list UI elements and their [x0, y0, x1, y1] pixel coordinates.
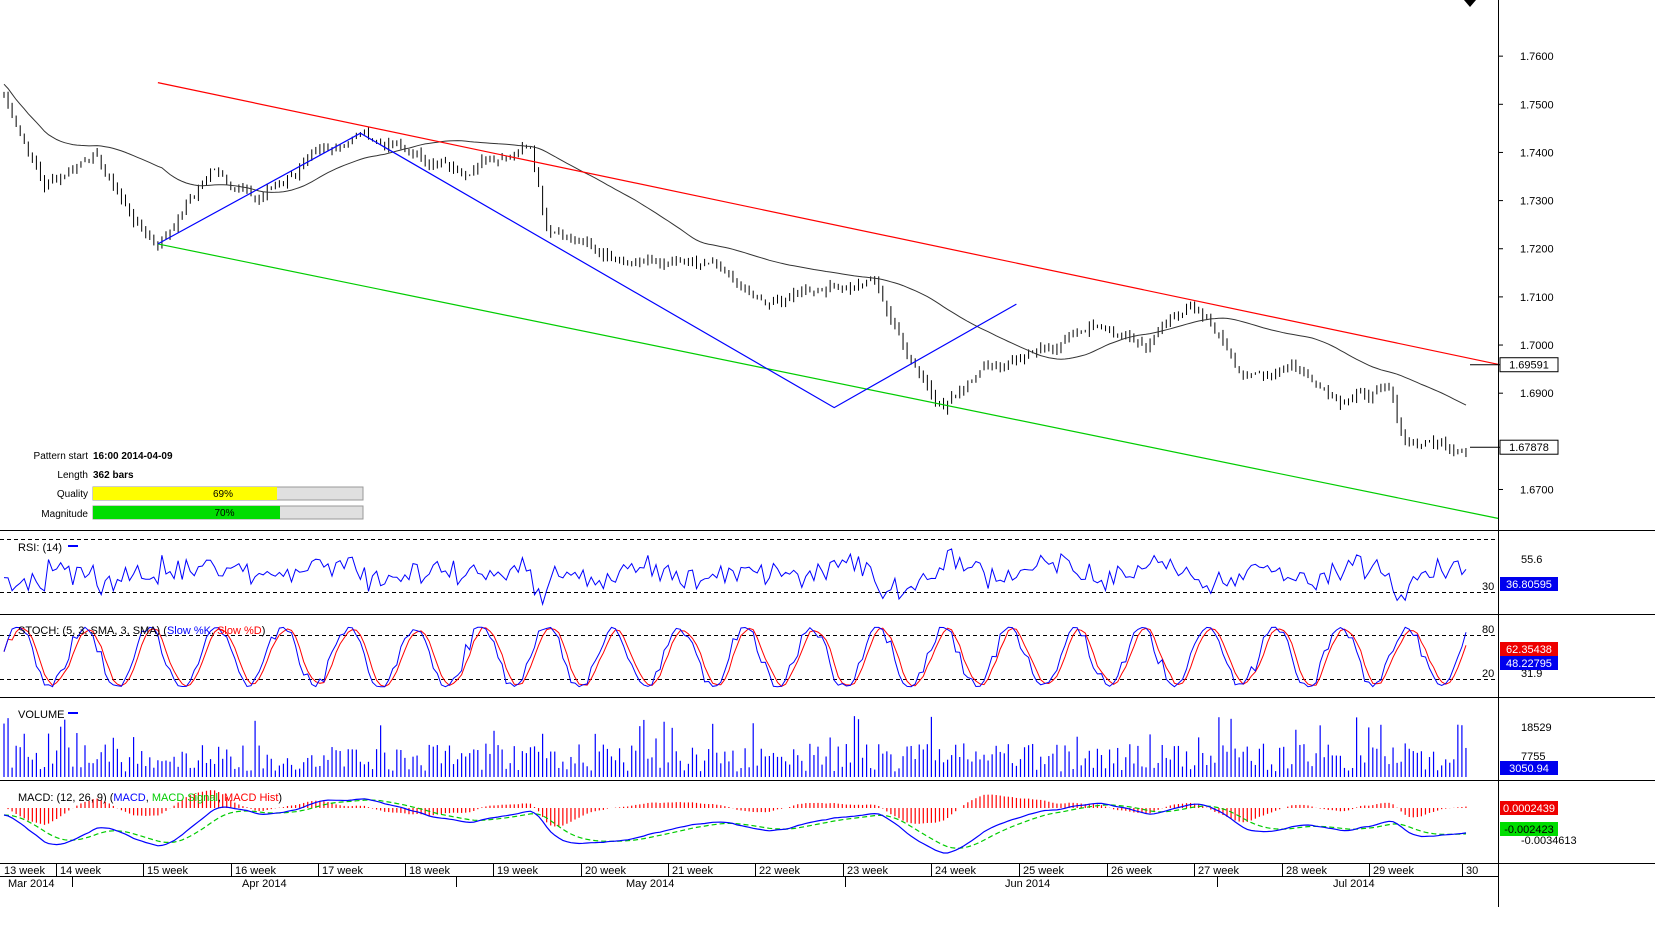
- rsi-value-badge: [1500, 577, 1558, 591]
- week-label: 23 week: [847, 865, 888, 877]
- rsi-line: [3, 548, 1467, 607]
- volume-title: VOLUME: [18, 709, 64, 721]
- stoch-title: STOCH: (5, 3, SMA, 3, SMA) (Slow %K, Slo…: [18, 625, 265, 637]
- stoch-tick-31: 31.9: [1521, 668, 1542, 680]
- week-label: 17 week: [322, 865, 363, 877]
- macd-negative-badge: [1500, 822, 1558, 836]
- length-label: Length: [57, 470, 88, 481]
- week-label: 14 week: [60, 865, 101, 877]
- week-label: 21 week: [672, 865, 713, 877]
- stoch-d-badge-text: 48.22795: [1506, 658, 1552, 670]
- stoch-slow-d-line: [3, 627, 1467, 688]
- volume-bars: [3, 716, 1467, 777]
- volume-tick-18529: 18529: [1521, 722, 1552, 734]
- week-label: 29 week: [1373, 865, 1414, 877]
- week-label: 25 week: [1023, 865, 1064, 877]
- price-axis-ticks: 1.7600 1.7500 1.7400 1.7300 1.7200 1.7100 1.70…: [1498, 51, 1554, 496]
- price-panel: 1.7600 1.7500 1.7400 1.7300 1.7200 1.7100 1.70…: [3, 0, 1559, 520]
- stoch-tick-20: 20: [1482, 668, 1494, 680]
- week-label: 22 week: [759, 865, 800, 877]
- quality-bar-fill: [93, 487, 277, 500]
- lower-channel-line: [157, 243, 1499, 519]
- ma-badge-text: 1.69591: [1509, 360, 1549, 372]
- week-label: 24 week: [935, 865, 976, 877]
- rsi-title: RSI: (14): [18, 542, 62, 554]
- stochastic-panel: STOCH: (5, 3, SMA, 3, SMA) (Slow %K, Slo…: [0, 624, 1558, 688]
- rsi-tick-30: 30: [1482, 581, 1494, 593]
- month-label: Mar 2014: [8, 878, 54, 890]
- week-label: 15 week: [147, 865, 188, 877]
- week-label: 26 week: [1111, 865, 1152, 877]
- last-price-badge-text: 1.67878: [1509, 442, 1549, 454]
- week-label: 27 week: [1198, 865, 1239, 877]
- month-label: Jun 2014: [1005, 878, 1050, 890]
- panel-frames: [0, 0, 1655, 907]
- magnitude-bar-fill: [93, 506, 280, 519]
- volume-tick-7755: 7755: [1521, 751, 1545, 763]
- pattern-zigzag-line: [157, 132, 1017, 409]
- price-candles: [3, 91, 1467, 458]
- magnitude-label: Magnitude: [41, 509, 88, 520]
- month-label: May 2014: [626, 878, 674, 890]
- price-tick-label: 1.7600: [1520, 51, 1554, 63]
- quality-value: 69%: [213, 489, 233, 500]
- rsi-value-badge-text: 36.80595: [1506, 579, 1552, 591]
- macd-title: MACD: (12, 26, 9) (MACD, MACD Signal, MA…: [18, 792, 282, 804]
- time-axis: 13 week 14 week 15 week 16 week 17 week 18 we…: [4, 864, 1478, 890]
- quality-label: Quality: [57, 489, 88, 500]
- macd-positive-badge-text: 0.0002439: [1503, 803, 1555, 815]
- volume-panel: VOLUME 18529 7755 3050.94: [3, 709, 1558, 777]
- week-label: 30: [1466, 865, 1478, 877]
- month-label: Jul 2014: [1333, 878, 1375, 890]
- week-label: 19 week: [497, 865, 538, 877]
- moving-average-line: [3, 83, 1467, 406]
- price-tick-label: 1.6700: [1520, 484, 1554, 496]
- pattern-start-label: Pattern start: [34, 451, 89, 462]
- price-tick-label: 1.7300: [1520, 196, 1554, 208]
- week-label: 18 week: [409, 865, 450, 877]
- month-label: Apr 2014: [242, 878, 287, 890]
- volume-value-badge: [1500, 761, 1558, 775]
- stoch-slow-k-line: [3, 626, 1467, 688]
- stoch-k-badge: [1500, 642, 1558, 656]
- length-value: 362 bars: [93, 470, 134, 481]
- week-label: 16 week: [235, 865, 276, 877]
- stoch-tick-80: 80: [1482, 624, 1494, 636]
- macd-negative-badge-text: -0.002423: [1504, 824, 1554, 836]
- price-tick-label: 1.7000: [1520, 340, 1554, 352]
- stoch-k-badge-text: 62.35438: [1506, 644, 1552, 656]
- price-tick-label: 1.6900: [1520, 388, 1554, 400]
- week-label: 13 week: [4, 865, 45, 877]
- price-tick-label: 1.7100: [1520, 292, 1554, 304]
- magnitude-value: 70%: [214, 508, 234, 519]
- week-label: 20 week: [585, 865, 626, 877]
- macd-line: [3, 798, 1467, 854]
- pattern-start-value: 16:00 2014-04-09: [93, 451, 173, 462]
- rsi-panel: RSI: (14) 55.6 30 36.80595: [0, 539, 1558, 607]
- last-price-badge: 1.67878: [1470, 439, 1559, 455]
- price-tick-label: 1.7500: [1520, 99, 1554, 111]
- upper-channel-line: [157, 82, 1499, 365]
- macd-positive-badge: [1500, 801, 1558, 815]
- ma-price-badge: 1.69591: [1470, 357, 1559, 373]
- week-label: 28 week: [1286, 865, 1327, 877]
- volume-value-badge-text: 3050.94: [1509, 763, 1549, 775]
- macd-panel: MACD: (12, 26, 9) (MACD, MACD Signal, MA…: [3, 790, 1577, 854]
- pattern-info-box: Pattern start 16:00 2014-04-09 Length 36…: [34, 451, 364, 520]
- price-tick-label: 1.7200: [1520, 244, 1554, 256]
- macd-tick: -0.0034613: [1521, 835, 1577, 847]
- rsi-tick-55: 55.6: [1521, 554, 1542, 566]
- stoch-d-badge: [1500, 656, 1558, 670]
- scroll-indicator-icon[interactable]: [1464, 0, 1476, 7]
- price-tick-label: 1.7400: [1520, 147, 1554, 159]
